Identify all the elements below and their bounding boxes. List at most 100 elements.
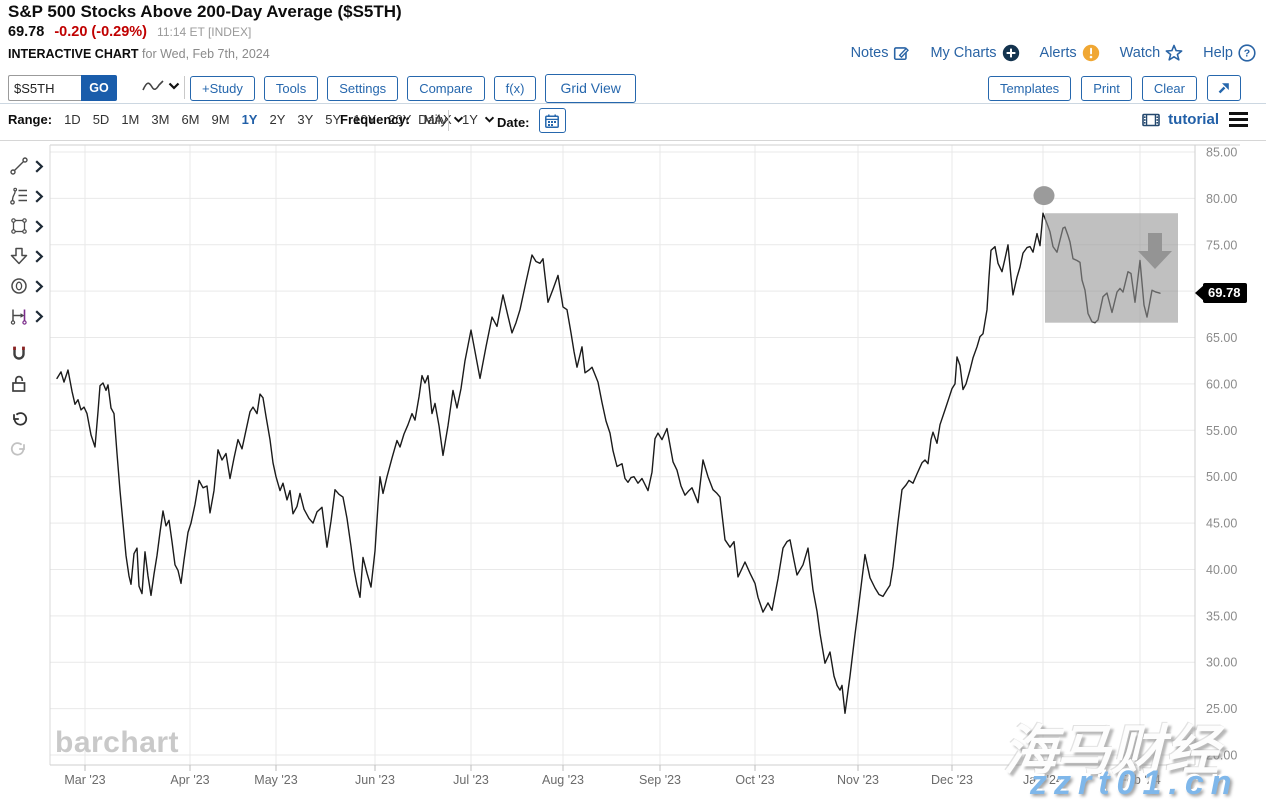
tutorial-group: tutorial [1142,110,1250,129]
range-item-max[interactable]: MAX [423,112,452,127]
sidebar-tool-row [9,186,44,206]
quote-line: 69.78 -0.20 (-0.29%) 11:14 ET [INDEX] [8,24,251,40]
y-axis-label: 50.00 [1206,470,1237,484]
notes-icon [893,45,910,62]
sidebar-tool-row [9,276,44,296]
print-button[interactable]: Print [1081,75,1132,101]
-study-button[interactable]: +Study [190,75,255,101]
x-axis-label: May '23 [254,773,297,787]
tutorial-link[interactable]: tutorial [1168,111,1219,128]
sidebar-tool-row [9,156,44,176]
header-link-alerts[interactable]: Alerts [1040,44,1100,62]
range-item-10y[interactable]: 10Y [353,112,377,127]
y-axis-label: 35.00 [1206,609,1237,623]
chevron-right-icon[interactable] [34,309,44,324]
f-x--button[interactable]: f(x) [493,75,537,101]
sidebar-tool-row [9,410,29,430]
calendar-button[interactable] [538,108,566,133]
film-icon [1142,112,1160,128]
header-link-label: My Charts [930,45,997,61]
toolbar-separator [184,76,185,99]
range-item-1m[interactable]: 1M [121,112,140,127]
x-axis-label: Jun '23 [355,773,395,787]
line-chart-type-icon [142,79,164,93]
circle-marker-annotation[interactable] [1033,186,1055,206]
sidebar-tool-row [9,216,44,236]
barchart-watermark: barchart [55,726,180,759]
symbol-input[interactable] [8,75,81,101]
chevron-right-icon[interactable] [34,159,44,174]
range-item-1y[interactable]: 1Y [241,112,258,127]
unlock-tool-icon[interactable] [9,374,29,394]
sidebar-tool-row [9,344,29,364]
y-axis-label: 20.00 [1206,749,1237,763]
sidebar-tool-row [9,306,44,326]
range-item-3m[interactable]: 3M [151,112,170,127]
chevron-right-icon[interactable] [34,219,44,234]
chevron-right-icon[interactable] [34,189,44,204]
compare-button[interactable]: Compare [407,75,485,101]
trendline-tool-icon[interactable] [9,156,29,176]
menu-icon[interactable] [1227,110,1250,129]
header-link-notes[interactable]: Notes [851,45,911,62]
go-button[interactable]: GO [81,75,117,101]
last-price-badge: 69.78 [1195,283,1247,303]
y-axis-label: 60.00 [1206,377,1237,391]
overlay-watermark-text: 海马财经 [1003,721,1219,781]
y-axis-label: 55.00 [1206,424,1237,438]
range-item-5y[interactable]: 5Y [325,112,342,127]
header-links: Notes My Charts Alerts Watch Help? [851,44,1256,62]
clear-button[interactable]: Clear [1141,75,1197,101]
header-link-label: Watch [1119,45,1161,61]
sidebar-tool-row [9,374,29,394]
y-axis-label: 45.00 [1206,517,1237,531]
help-icon: ? [1238,44,1256,62]
shape-tool-icon[interactable] [9,216,29,236]
annotation-tool-icon[interactable] [9,186,29,206]
range-item-1d[interactable]: 1D [64,112,81,127]
undo-tool-icon[interactable] [9,410,29,430]
chart-type-dropdown[interactable] [142,79,180,93]
chevron-down-icon [484,116,495,123]
chevron-right-icon[interactable] [34,249,44,264]
chevron-down-icon [453,116,464,123]
period-dropdown[interactable]: 1Y [462,112,495,127]
arrow-tool-icon[interactable] [9,246,29,266]
header-link-my-charts[interactable]: My Charts [930,44,1019,62]
frequency-selector: Frequency: Daily [340,112,464,127]
y-axis-label: 65.00 [1206,331,1237,345]
range-item-5d[interactable]: 5D [92,112,110,127]
ellipse-tool-icon[interactable] [9,276,29,296]
magnet-tool-icon[interactable] [9,344,29,364]
header-link-watch[interactable]: Watch [1120,44,1184,62]
range-item-6m[interactable]: 6M [181,112,200,127]
price-change: -0.20 (-0.29%) [54,24,148,40]
draw-arrow-button[interactable] [1207,75,1241,101]
frequency-dropdown[interactable]: Daily [418,112,464,127]
header-link-label: Help [1203,45,1233,61]
header-link-help[interactable]: Help? [1203,44,1256,62]
range-item-9m[interactable]: 9M [211,112,230,127]
x-axis-label: Jan '24 [1023,773,1063,787]
frequency-label: Frequency: [340,112,411,127]
templates-button[interactable]: Templates [987,75,1072,101]
grid-view-button[interactable]: Grid View [545,73,636,103]
tools-button[interactable]: Tools [263,75,319,101]
range-item-2y[interactable]: 2Y [269,112,286,127]
rangebar-divider [0,140,1266,141]
x-axis-label: Apr '23 [170,773,209,787]
redo-tool-icon[interactable] [9,440,29,460]
price-line-series [56,212,1161,714]
y-axis-label: 30.00 [1206,656,1237,670]
highlight-box-annotation[interactable] [1045,213,1178,323]
header-link-label: Alerts [1039,45,1077,61]
chevron-right-icon[interactable] [34,279,44,294]
measure-tool-icon[interactable] [9,306,29,326]
range-item-20y[interactable]: 20Y [388,112,412,127]
range-item-3y[interactable]: 3Y [297,112,314,127]
ne-arrow-icon [1216,80,1232,96]
settings-button[interactable]: Settings [327,75,399,101]
down-arrow-annotation[interactable] [1138,233,1172,269]
calendar-icon [544,113,560,129]
